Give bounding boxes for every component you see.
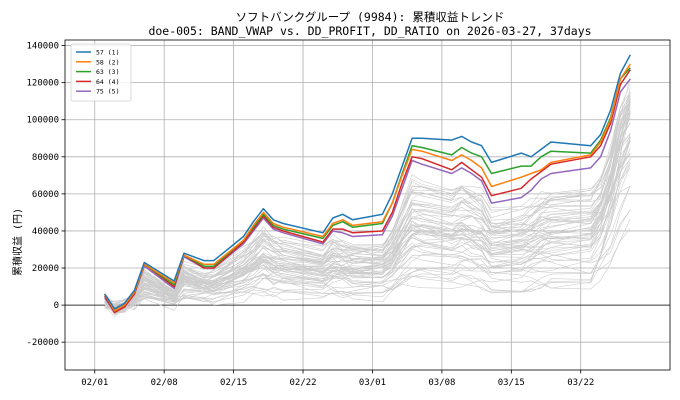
background-series-line	[104, 112, 631, 308]
x-tick-label: 03/01	[359, 378, 386, 388]
x-tick-label: 02/08	[151, 378, 178, 388]
background-series-line	[104, 185, 631, 309]
background-series-line	[104, 152, 631, 310]
background-series-line	[104, 91, 631, 318]
y-axis-label: 累積収益 (円)	[11, 208, 24, 276]
legend-label: 63 (3)	[96, 68, 119, 76]
y-tick-label: 0	[54, 301, 59, 311]
y-tick-label: 140000	[26, 42, 59, 52]
highlight-series	[104, 54, 631, 314]
background-series-line	[104, 101, 631, 313]
y-tick-label: 100000	[26, 116, 59, 126]
legend-label: 75 (5)	[96, 88, 119, 96]
x-tick-label: 02/15	[220, 378, 247, 388]
x-tick-label: 02/22	[289, 378, 316, 388]
background-series-line	[104, 133, 631, 315]
plot-frame	[64, 39, 671, 371]
background-series-line	[104, 185, 631, 305]
background-series-line	[104, 99, 631, 308]
y-tick-label: 80000	[32, 153, 59, 163]
y-tick-label: 60000	[32, 190, 59, 200]
legend-label: 57 (1)	[96, 49, 119, 57]
background-series-line	[104, 123, 631, 309]
background-series-line	[104, 83, 631, 315]
y-tick-label: 40000	[32, 227, 59, 237]
background-series-line	[104, 163, 631, 309]
x-tick-label: 03/15	[498, 378, 525, 388]
background-series-line	[104, 98, 631, 314]
grid	[65, 40, 670, 370]
background-series-line	[104, 112, 631, 307]
background-series	[104, 78, 631, 318]
background-series-line	[104, 107, 631, 311]
axis-ticks: -20000 0 20000 40000 60000 80000 100000 120000 1…	[26, 42, 594, 388]
background-series-line	[104, 161, 631, 307]
y-tick-label: 120000	[26, 79, 59, 89]
x-tick-label: 02/01	[81, 378, 108, 388]
background-series-line	[104, 209, 631, 305]
background-series-line	[104, 209, 631, 311]
x-tick-label: 03/08	[428, 378, 455, 388]
series-line-1	[104, 54, 631, 310]
background-series-line	[104, 133, 631, 306]
chart-title: ソフトバンクグループ (9984): 累積収益トレンド	[236, 10, 505, 24]
y-tick-label: -20000	[26, 338, 59, 348]
legend-box	[70, 43, 132, 102]
background-series-line	[104, 100, 631, 313]
x-tick-label: 03/22	[567, 378, 594, 388]
legend-label: 64 (4)	[96, 78, 119, 86]
background-series-line	[104, 139, 631, 309]
background-series-line	[104, 100, 631, 311]
legend-label: 58 (2)	[96, 58, 119, 66]
legend: 57 (1)58 (2) 63 (3) 64 (4) 75 (5)	[70, 43, 132, 102]
chart-subtitle: doe-005: BAND_VWAP vs. DD_PROFIT, DD_RAT…	[148, 24, 591, 38]
y-tick-label: 20000	[32, 264, 59, 274]
